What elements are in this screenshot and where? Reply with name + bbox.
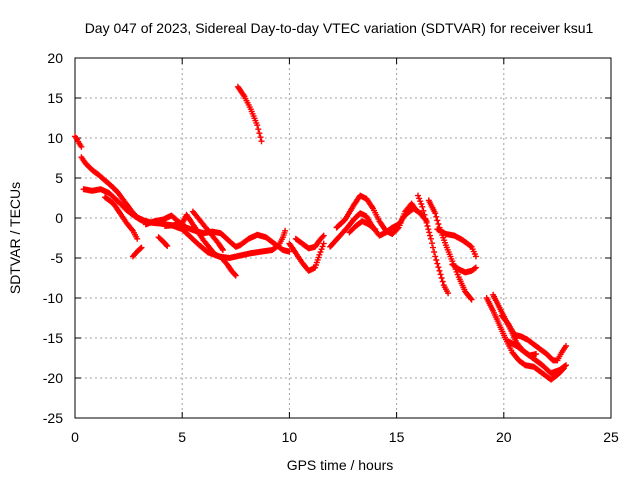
satellite-track-17 <box>425 197 475 303</box>
satellite-track-22 <box>498 312 569 364</box>
data-marker-path <box>286 240 327 274</box>
data-marker-path <box>415 192 452 297</box>
data-marker-path <box>425 197 475 303</box>
y-axis-label: SDTVAR / TECUs <box>7 182 23 294</box>
data-marker-path <box>72 133 85 150</box>
data-marker-path <box>346 218 379 236</box>
data-marker-path <box>449 261 479 276</box>
data-marker-path <box>102 194 141 242</box>
data-marker-path <box>505 338 569 377</box>
y-tick-label: 20 <box>47 50 63 66</box>
y-tick-label: -20 <box>43 370 63 386</box>
x-tick-label: 10 <box>282 429 298 445</box>
satellite-track-12 <box>292 232 327 252</box>
plot-frame <box>74 57 612 419</box>
data-marker-path <box>234 83 265 145</box>
data-marker-path <box>483 295 567 383</box>
chart-title: Day 047 of 2023, Sidereal Day-to-day VTE… <box>85 20 594 36</box>
satellite-track-14 <box>333 192 419 237</box>
x-tick-label: 5 <box>178 429 186 445</box>
satellite-track-10 <box>234 83 265 145</box>
x-tick-label: 20 <box>496 429 512 445</box>
satellite-track-08 <box>162 211 239 279</box>
y-tick-label: -15 <box>43 330 63 346</box>
data-marker-path <box>155 234 171 249</box>
data-marker-path <box>292 232 327 252</box>
axes <box>74 57 612 419</box>
grid-lines <box>75 58 611 418</box>
data-marker-path <box>129 244 145 260</box>
satellite-track-11 <box>286 240 327 274</box>
data-marker-path <box>162 211 239 279</box>
x-axis-label: GPS time / hours <box>287 457 394 473</box>
y-tick-label: 5 <box>55 170 63 186</box>
tick-labels: 0 5 10 15 20 25 -25 -20 -15 -10 -5 0 5 10 15 20 <box>43 50 619 445</box>
satellite-track-09 <box>189 208 226 253</box>
y-tick-label: 10 <box>47 130 63 146</box>
satellite-track-19 <box>449 261 479 276</box>
satellite-track-01 <box>72 133 85 150</box>
satellite-track-23 <box>505 338 569 377</box>
satellite-track-07 <box>155 234 171 249</box>
data-marker-path <box>498 312 569 364</box>
satellite-track-03 <box>80 186 151 225</box>
y-tick-label: 0 <box>55 210 63 226</box>
data-marker-path <box>434 226 479 260</box>
satellite-track-20 <box>483 295 567 383</box>
x-tick-label: 0 <box>71 429 79 445</box>
x-tick-label: 15 <box>389 429 405 445</box>
satellite-track-04 <box>102 194 141 242</box>
satellite-track-18 <box>434 226 479 260</box>
y-tick-label: 15 <box>47 90 63 106</box>
satellite-track-15 <box>346 218 379 236</box>
data-marker-path <box>80 186 151 225</box>
x-tick-label: 25 <box>603 429 619 445</box>
data-points <box>72 83 569 383</box>
y-tick-label: -5 <box>51 250 64 266</box>
satellite-track-16 <box>415 192 452 297</box>
y-tick-label: -25 <box>43 410 63 426</box>
data-marker-path <box>333 192 419 237</box>
data-marker-path <box>189 208 226 253</box>
y-tick-label: -10 <box>43 290 63 306</box>
satellite-track-05 <box>129 244 145 260</box>
